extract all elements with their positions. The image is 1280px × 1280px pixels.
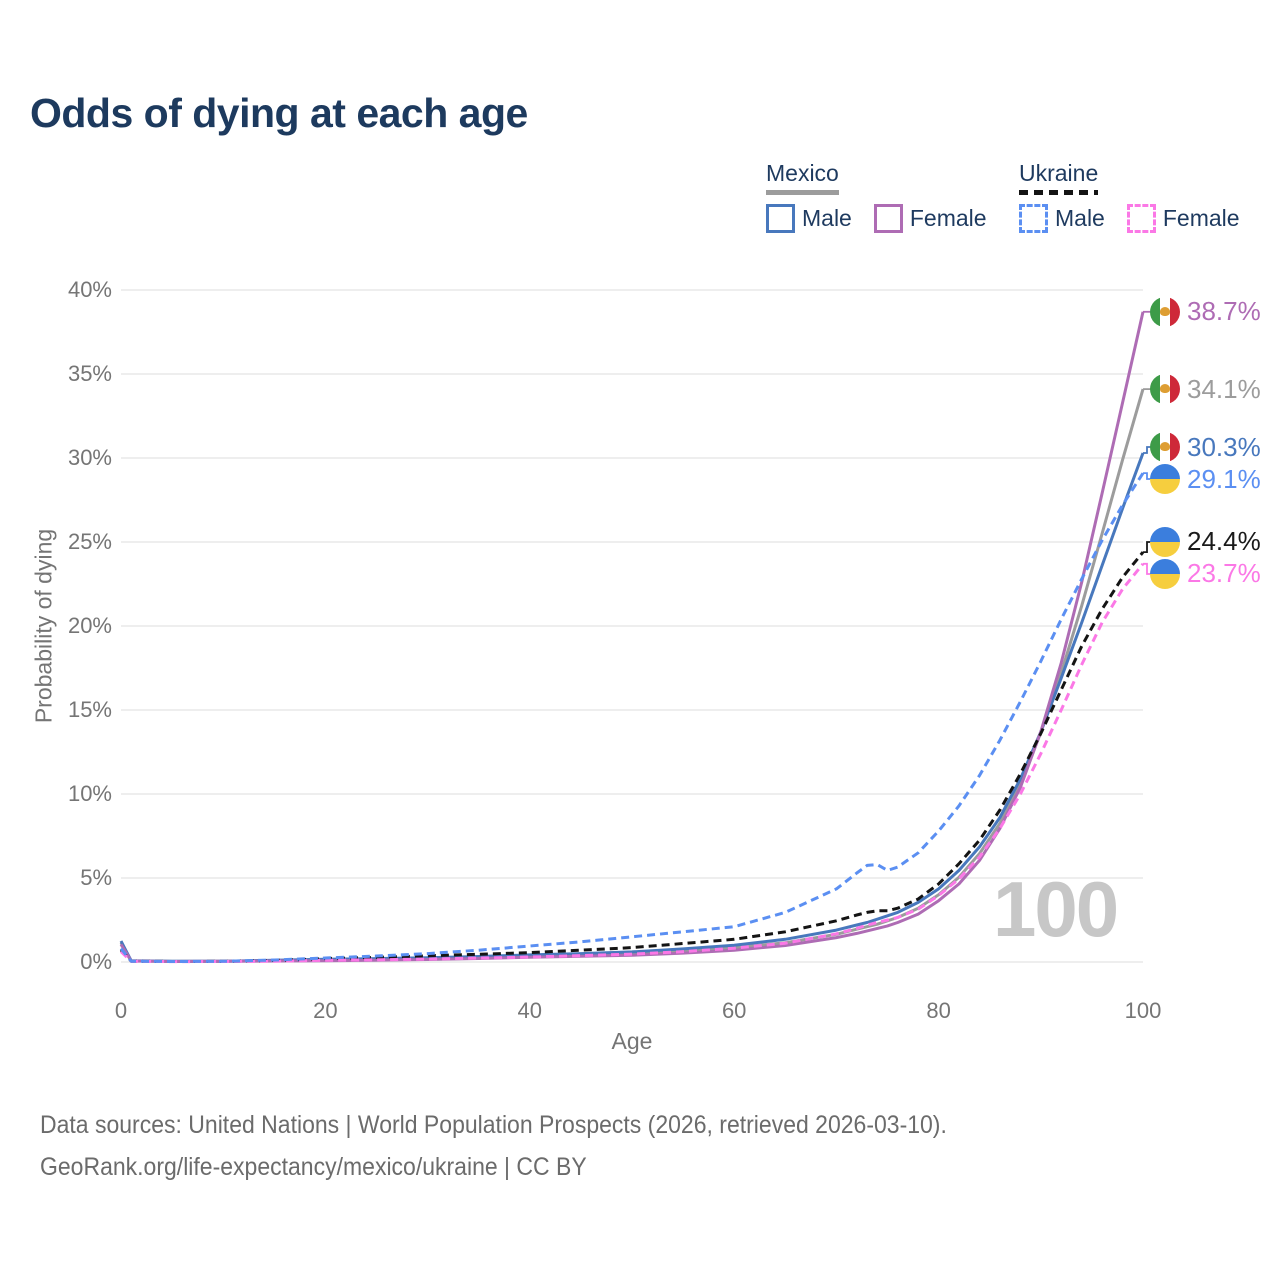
x-tick-label-40: 40 [517,998,543,1023]
x-tick-label-20: 20 [313,998,338,1023]
y-tick-label-40: 40% [67,277,112,302]
series-line-mexico-male [119,452,1145,963]
series-end-label-mexico-male: 30.3% [1150,431,1261,463]
series-end-label-mexico-female: 38.7% [1150,296,1261,328]
series-end-label-ukraine-total: 24.4% [1150,526,1261,558]
legend-label-mexico-female: Female [909,205,987,231]
series-end-label-mexico-total: 34.1% [1150,373,1261,405]
legend-header-mexico: Mexico [766,160,839,186]
footer-url-license: GeoRank.org/life-expectancy/mexico/ukrai… [40,1153,587,1181]
legend-label-mexico-male: Male [802,205,852,231]
series-line-ukraine-male [119,472,1145,963]
legend-header-ukraine-wrap: Ukraine [1019,160,1099,195]
x-tick-label-60: 60 [721,998,747,1023]
mexico-flag-icon [1150,296,1180,327]
mexico-female-swatch-icon [873,204,903,233]
series-line-ukraine-total [119,551,1145,963]
mexico-solid-line-sample [766,190,839,195]
ukraine-flag-icon [1150,464,1180,495]
mexico-male-swatch-icon [766,204,795,233]
y-tick-label-5: 5% [80,865,112,890]
legend-header-mexico-wrap: Mexico [766,160,839,195]
mexico-flag-icon [1150,432,1180,463]
series-end-label-ukraine-female: 23.7% [1150,558,1261,590]
legend-items-mexico: Male Female [766,204,1009,233]
y-tick-label-35: 35% [67,361,112,386]
y-tick-label-0: 0% [80,949,112,974]
end-value-label: 38.7% [1187,296,1261,327]
series-end-label-ukraine-male: 29.1% [1150,463,1261,495]
page-title: Odds of dying at each age [30,90,528,136]
y-tick-label-20: 20% [67,613,112,638]
end-label-connector [1143,541,1152,553]
legend-group-ukraine: Ukraine Male Female [1019,160,1262,233]
end-label-connector [1143,446,1152,454]
footer-attribution: Data sources: United Nations | World Pop… [40,1104,947,1188]
legend-label-ukraine-male: Male [1055,205,1105,231]
end-label-connector [1143,472,1152,480]
y-tick-label-25: 25% [67,529,112,554]
x-tick-label-80: 80 [926,998,951,1023]
ukraine-flag-icon [1150,558,1180,589]
series-line-mexico-total [119,388,1145,963]
age-counter-watermark: 100 [993,865,1119,953]
end-value-label: 30.3% [1187,431,1261,462]
ukraine-male-swatch-icon [1019,204,1048,233]
x-axis-title: Age [611,1028,653,1054]
legend-group-mexico: Mexico Male Female [766,160,1009,233]
end-value-label: 29.1% [1187,463,1261,494]
footer-data-sources: Data sources: United Nations | World Pop… [40,1111,947,1139]
end-value-label: 34.1% [1187,373,1261,404]
y-tick-label-10: 10% [67,781,112,806]
ukraine-flag-icon [1150,526,1180,557]
ukraine-dashed-line-sample [1019,190,1099,195]
y-tick-label-30: 30% [67,445,112,470]
legend-label-ukraine-female: Female [1162,205,1240,231]
x-tick-label-100: 100 [1124,998,1162,1023]
x-tick-label-0: 0 [114,998,128,1023]
y-tick-label-15: 15% [67,697,112,722]
ukraine-female-swatch-icon [1126,204,1156,233]
mexico-flag-icon [1150,374,1180,405]
legend-items-ukraine: Male Female [1019,204,1262,233]
series-line-ukraine-female [119,562,1145,964]
end-value-label: 23.7% [1187,558,1261,589]
legend-header-ukraine: Ukraine [1019,160,1099,186]
series-line-mexico-female [119,311,1145,963]
end-value-label: 24.4% [1187,526,1261,557]
end-label-connector [1143,562,1152,575]
